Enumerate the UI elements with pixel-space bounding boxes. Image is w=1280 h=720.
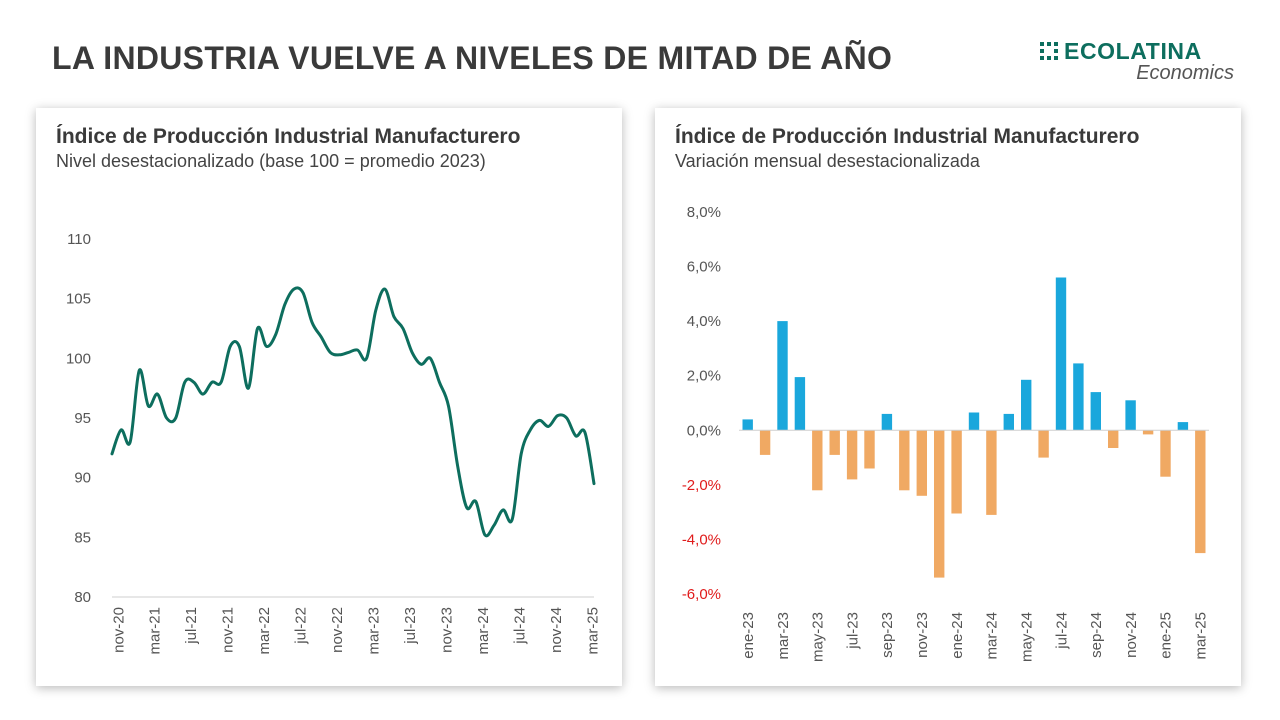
bar bbox=[742, 419, 753, 431]
x-tick-label: mar-22 bbox=[256, 607, 273, 655]
x-tick-label: nov-20 bbox=[110, 607, 127, 653]
series-line bbox=[110, 286, 596, 538]
chart-title: Índice de Producción Industrial Manufact… bbox=[675, 125, 1140, 148]
chart-subtitle: Nivel desestacionalizado (base 100 = pro… bbox=[56, 151, 486, 171]
x-tick-label: may-24 bbox=[1018, 612, 1035, 662]
line-chart: 80 85 90 95 100 105 110 nov-20 mar-21 jul-21 nov-2… bbox=[66, 231, 601, 655]
x-tick-label: nov-24 bbox=[1123, 612, 1140, 658]
y-tick-label: 105 bbox=[66, 291, 91, 308]
level-chart-panel: Índice de Producción Industrial Manufact… bbox=[36, 108, 622, 686]
x-tick-label: mar-25 bbox=[584, 607, 601, 655]
bar bbox=[1021, 379, 1032, 431]
bar bbox=[846, 430, 858, 480]
bar bbox=[777, 321, 788, 431]
x-tick-label: may-23 bbox=[810, 612, 827, 662]
x-tick-label: nov-21 bbox=[220, 607, 237, 653]
bar bbox=[1055, 277, 1067, 431]
y-tick-label: 8,0% bbox=[687, 204, 721, 221]
y-tick-label: -4,0% bbox=[682, 531, 721, 548]
x-tick-label: jul-21 bbox=[183, 607, 200, 645]
bar-chart: -6,0% -4,0% -2,0% 0,0% 2,0% 4,0% 6,0% 8,0% ene-2… bbox=[682, 204, 1210, 662]
x-tick-label: nov-23 bbox=[914, 612, 931, 658]
bar bbox=[968, 412, 980, 431]
bar bbox=[1003, 413, 1014, 431]
y-tick-label: 95 bbox=[74, 410, 91, 427]
bar bbox=[916, 430, 927, 496]
logo-name: ECOLATINA bbox=[1064, 38, 1202, 64]
y-tick-label: 2,0% bbox=[687, 368, 721, 385]
bar bbox=[829, 430, 840, 455]
y-tick-label: 80 bbox=[74, 589, 91, 606]
bar bbox=[812, 430, 823, 491]
chart-title: Índice de Producción Industrial Manufact… bbox=[56, 125, 521, 148]
y-tick-label: 100 bbox=[66, 350, 91, 367]
x-tick-label: ene-23 bbox=[740, 612, 757, 659]
y-tick-label: 90 bbox=[74, 470, 91, 487]
x-tick-label: ene-24 bbox=[949, 612, 966, 659]
bar bbox=[881, 413, 893, 431]
logo-subtitle: Economics bbox=[1136, 62, 1234, 84]
x-tick-label: mar-23 bbox=[775, 612, 792, 660]
x-tick-label: mar-25 bbox=[1193, 612, 1210, 660]
bar bbox=[899, 430, 910, 491]
bar bbox=[1073, 363, 1084, 431]
bar bbox=[934, 430, 945, 578]
variation-chart-panel: Índice de Producción Industrial Manufact… bbox=[655, 108, 1241, 686]
bar bbox=[864, 430, 875, 469]
bar bbox=[1108, 430, 1119, 448]
y-tick-label: 6,0% bbox=[687, 259, 721, 276]
bar bbox=[1090, 392, 1101, 431]
x-tick-label: jul-22 bbox=[293, 607, 310, 645]
bar bbox=[794, 377, 806, 431]
ecolatina-logo: ECOLATINA Economics bbox=[1034, 38, 1234, 88]
bar bbox=[1038, 430, 1049, 458]
x-tick-label: ene-25 bbox=[1158, 612, 1175, 659]
bar bbox=[1160, 430, 1171, 477]
x-tick-label: sep-24 bbox=[1088, 612, 1105, 658]
y-tick-label: -6,0% bbox=[682, 586, 721, 603]
x-tick-label: mar-24 bbox=[984, 612, 1001, 660]
x-tick-label: jul-23 bbox=[844, 612, 861, 650]
chart-subtitle: Variación mensual desestacionalizada bbox=[675, 151, 980, 171]
x-tick-label: mar-23 bbox=[365, 607, 382, 655]
x-tick-label: jul-24 bbox=[511, 607, 528, 645]
bar bbox=[1125, 400, 1136, 431]
y-tick-label: 85 bbox=[74, 529, 91, 546]
x-tick-label: sep-23 bbox=[879, 612, 896, 658]
y-tick-label: -2,0% bbox=[682, 477, 721, 494]
logo-grid-icon bbox=[1040, 42, 1058, 60]
y-tick-label: 0,0% bbox=[687, 422, 721, 439]
x-tick-label: jul-23 bbox=[402, 607, 419, 645]
x-tick-label: mar-21 bbox=[147, 607, 164, 655]
bar bbox=[1195, 430, 1206, 554]
bar bbox=[1177, 422, 1189, 431]
x-tick-label: nov-23 bbox=[438, 607, 455, 653]
x-tick-label: mar-24 bbox=[475, 607, 492, 655]
y-tick-label: 110 bbox=[67, 231, 91, 248]
x-tick-label: nov-22 bbox=[329, 607, 346, 653]
bar bbox=[951, 430, 962, 514]
bar bbox=[1142, 430, 1154, 435]
y-tick-label: 4,0% bbox=[687, 313, 721, 330]
page-title: LA INDUSTRIA VUELVE A NIVELES DE MITAD D… bbox=[52, 40, 893, 76]
bar bbox=[759, 430, 771, 455]
x-tick-label: nov-24 bbox=[548, 607, 565, 653]
bar bbox=[986, 430, 997, 515]
x-tick-label: jul-24 bbox=[1053, 612, 1070, 650]
